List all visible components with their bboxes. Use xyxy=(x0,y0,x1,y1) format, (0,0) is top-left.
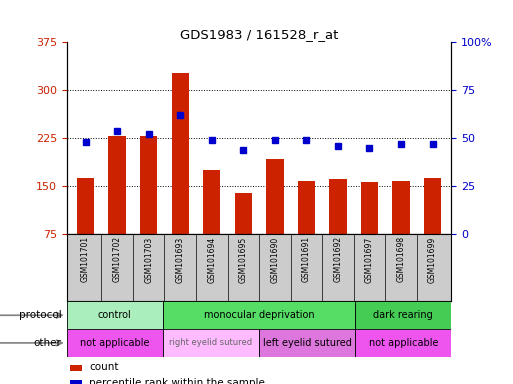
Text: GSM101690: GSM101690 xyxy=(270,236,280,283)
Text: GSM101693: GSM101693 xyxy=(176,236,185,283)
Bar xyxy=(67,301,163,329)
Bar xyxy=(77,178,94,234)
Text: GSM101692: GSM101692 xyxy=(333,236,342,282)
Bar xyxy=(70,365,82,371)
Bar xyxy=(266,159,284,234)
Text: GSM101697: GSM101697 xyxy=(365,236,374,283)
Text: GSM101701: GSM101701 xyxy=(81,236,90,282)
Bar xyxy=(298,181,315,234)
Bar xyxy=(392,181,410,234)
Text: percentile rank within the sample: percentile rank within the sample xyxy=(89,378,265,384)
Bar xyxy=(329,179,347,234)
Bar xyxy=(424,178,441,234)
Text: GSM101702: GSM101702 xyxy=(113,236,122,282)
Title: GDS1983 / 161528_r_at: GDS1983 / 161528_r_at xyxy=(180,28,338,41)
Bar xyxy=(171,73,189,234)
Text: GSM101699: GSM101699 xyxy=(428,236,437,283)
Bar xyxy=(361,182,378,234)
Text: not applicable: not applicable xyxy=(369,338,438,348)
Text: control: control xyxy=(98,310,132,320)
Text: GSM101694: GSM101694 xyxy=(207,236,216,283)
Bar xyxy=(163,329,259,357)
Bar xyxy=(355,329,451,357)
Text: GSM101695: GSM101695 xyxy=(239,236,248,283)
Bar xyxy=(70,380,82,384)
Text: monocular deprivation: monocular deprivation xyxy=(204,310,314,320)
Text: GSM101703: GSM101703 xyxy=(144,236,153,283)
Text: not applicable: not applicable xyxy=(80,338,149,348)
Bar xyxy=(140,136,157,234)
Text: protocol: protocol xyxy=(19,310,62,320)
Bar xyxy=(355,301,451,329)
Bar xyxy=(67,329,163,357)
Bar xyxy=(163,301,355,329)
Text: right eyelid sutured: right eyelid sutured xyxy=(169,338,252,348)
Text: count: count xyxy=(89,362,119,372)
Bar xyxy=(203,170,221,234)
Bar xyxy=(234,193,252,234)
Bar xyxy=(108,136,126,234)
Text: GSM101691: GSM101691 xyxy=(302,236,311,282)
Text: other: other xyxy=(34,338,62,348)
Text: dark rearing: dark rearing xyxy=(373,310,433,320)
Text: GSM101698: GSM101698 xyxy=(397,236,405,282)
Bar xyxy=(259,329,355,357)
Text: left eyelid sutured: left eyelid sutured xyxy=(263,338,351,348)
